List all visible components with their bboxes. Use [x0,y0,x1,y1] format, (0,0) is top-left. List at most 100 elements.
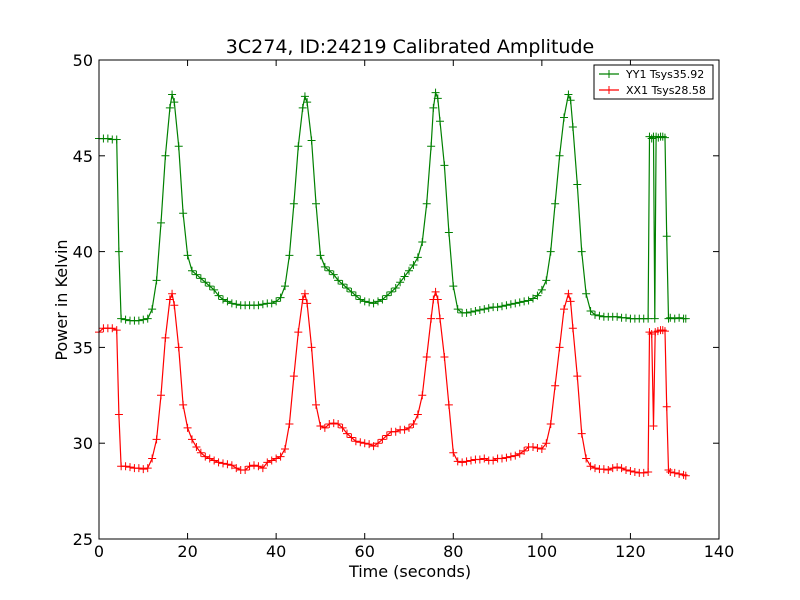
data-point [382,431,391,440]
data-point [595,311,604,320]
data-point [347,433,356,442]
data-point [400,272,409,281]
data-point [520,297,529,306]
data-point [649,421,658,430]
data-point [604,466,613,475]
y-tick-label: 35 [73,338,93,357]
data-point [254,301,263,310]
data-point [205,282,214,291]
data-point [566,96,575,105]
data-point [254,462,263,471]
data-point [210,456,219,465]
data-point [168,289,177,298]
x-tick-label: 100 [527,542,558,561]
data-point [117,314,126,323]
data-point [622,466,630,475]
data-point [161,151,170,160]
data-point [433,295,442,304]
data-point [681,471,690,480]
data-point [405,266,413,275]
data-point [582,289,591,298]
data-point [675,469,684,478]
y-axis-label: Power in Kelvin [52,239,71,360]
data-point [214,458,223,467]
data-point [183,251,192,260]
data-point [573,180,582,189]
data-point [650,314,659,323]
data-point [179,209,188,218]
data-point [210,285,219,294]
data-point [168,90,177,99]
data-point [400,425,409,434]
data-point [245,462,254,471]
data-point [608,464,617,473]
data-point [267,456,276,465]
data-point [374,297,382,306]
data-point [524,296,533,305]
data-point [174,343,183,352]
data-point [378,435,387,444]
x-axis-label: Time (seconds) [348,562,471,581]
data-point [300,289,309,298]
data-point [285,251,294,260]
data-point [613,463,622,472]
data-point [599,465,608,474]
data-point [143,464,152,473]
data-point [444,228,453,237]
data-point [413,410,422,419]
data-point [467,456,475,465]
data-point [289,199,298,208]
data-point [343,284,351,293]
data-point [227,299,236,308]
data-point [196,448,205,457]
data-point [555,151,564,160]
data-point [232,300,241,309]
legend: YY1 Tsys35.92 XX1 Tsys28.58 [593,64,714,100]
data-point [533,443,542,452]
data-point [201,278,210,287]
data-point [148,305,157,314]
y-tick-label: 50 [73,51,93,70]
data-point [551,199,560,208]
data-point [427,314,436,323]
data-point [192,443,201,452]
y-axis: 25 30 35 40 45 50 [73,51,719,549]
data-point [219,295,227,304]
data-point [272,454,281,463]
data-point [582,454,591,463]
data-point [126,463,134,472]
data-point [458,458,467,467]
data-point [334,420,343,429]
data-point [298,295,307,304]
x-tick-label: 120 [615,542,646,561]
data-point [351,437,360,446]
data-point [369,299,378,308]
x-tick-label: 40 [266,542,286,561]
data-point [662,232,671,241]
data-point [121,315,130,324]
data-point [626,466,635,475]
data-point [436,314,444,323]
data-point [506,452,515,461]
data-point [174,142,183,151]
data-point [613,312,622,321]
data-point [427,142,436,151]
data-point [139,315,148,324]
data-point [365,298,374,307]
data-point [165,103,174,112]
data-point [258,464,267,473]
data-point [502,301,511,310]
data-point [232,464,241,473]
data-point [223,460,232,469]
data-point [664,466,673,475]
data-point [630,467,639,476]
data-point [281,444,289,453]
data-point [591,464,599,473]
data-point [112,326,121,335]
data-point [449,448,458,457]
data-point [334,276,343,285]
data-point [112,135,121,144]
data-point [320,423,329,432]
data-point [356,295,365,304]
data-point [134,464,143,473]
